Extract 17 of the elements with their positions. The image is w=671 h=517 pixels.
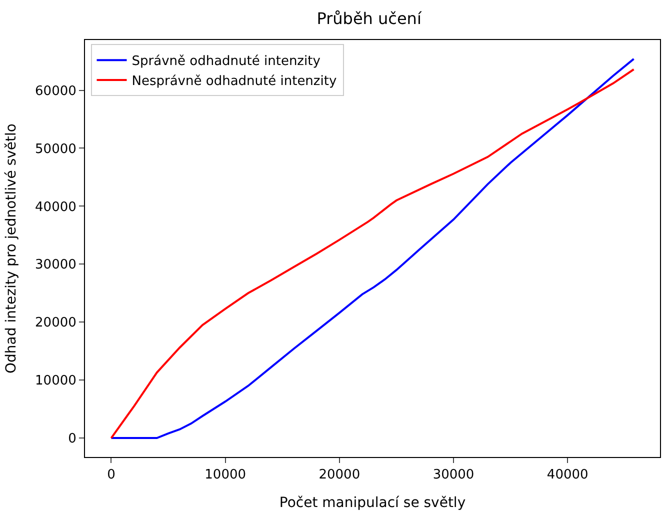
x-tick-label: 20000: [318, 468, 360, 483]
y-tick-label: 20000: [35, 316, 76, 331]
legend-label: Nesprávně odhadnuté intenzity: [132, 74, 337, 90]
y-axis-title: Odhad intezity pro jednotlivé světlo: [4, 124, 20, 374]
chart-title: Průběh učení: [316, 9, 422, 28]
y-tick-label: 60000: [35, 84, 76, 99]
x-axis-title: Počet manipulací se světly: [279, 494, 466, 511]
x-tick-label: 30000: [432, 468, 474, 483]
x-tick-label: 40000: [546, 468, 588, 483]
x-tick-label: 10000: [204, 468, 246, 483]
y-tick-label: 50000: [35, 142, 76, 157]
y-tick-label: 30000: [35, 258, 76, 273]
y-tick-label: 40000: [35, 200, 76, 215]
legend-label: Správně odhadnuté intenzity: [132, 54, 321, 70]
x-tick-label: 0: [107, 468, 116, 483]
y-tick-label: 10000: [35, 374, 76, 389]
y-tick-label: 0: [68, 432, 76, 447]
